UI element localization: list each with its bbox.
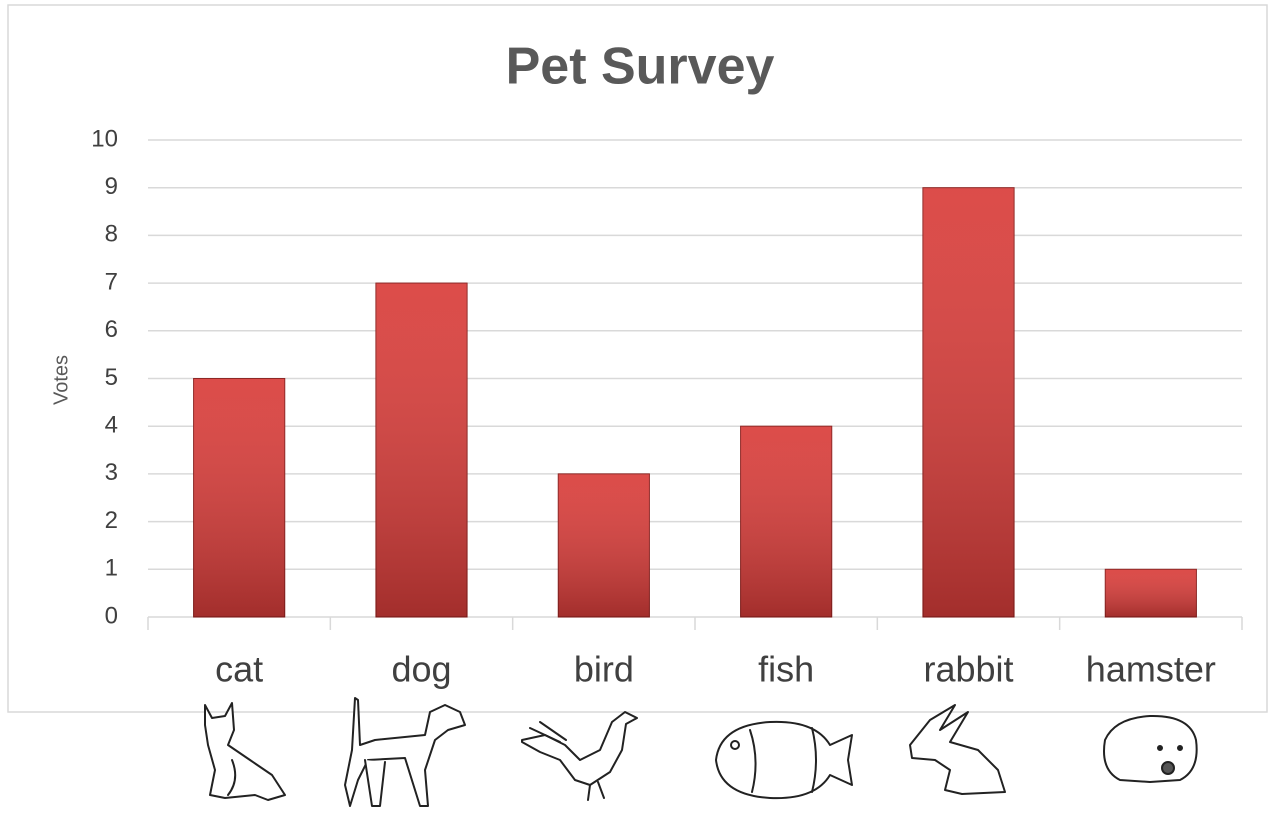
y-tick-label: 10 (91, 125, 118, 152)
rabbit-icon (909, 704, 1006, 795)
hamster-icon (1103, 714, 1198, 783)
grid: 0 1 2 3 4 5 6 7 8 9 10 cat dog bird fish rabbit hamster (91, 125, 1243, 690)
bar (193, 378, 286, 618)
y-tick-label: 8 (105, 221, 118, 248)
chart-title: Pet Survey (506, 38, 775, 96)
y-tick-label: 6 (105, 316, 118, 343)
bar (557, 473, 650, 618)
y-tick-label: 7 (105, 268, 118, 295)
cat-icon (204, 702, 286, 801)
x-tick-label: cat (215, 649, 263, 690)
animal-icons (204, 697, 1198, 807)
y-tick-label: 4 (105, 412, 118, 439)
y-axis-label: Votes (50, 355, 72, 405)
bar (1104, 568, 1197, 618)
y-tick-label: 0 (105, 602, 118, 629)
bar (922, 187, 1015, 618)
bar (375, 282, 468, 618)
fish-icon (715, 720, 853, 800)
x-tick-label: rabbit (923, 649, 1013, 690)
x-tick-label: fish (758, 649, 814, 690)
bird-icon (521, 711, 638, 801)
y-tick-label: 5 (105, 364, 118, 391)
dog-icon (344, 697, 466, 807)
y-tick-label: 3 (105, 459, 118, 486)
x-tick-label: bird (574, 649, 634, 690)
y-tick-label: 2 (105, 507, 118, 534)
y-tick-label: 9 (105, 173, 118, 200)
y-tick-label: 1 (105, 555, 118, 582)
x-tick-label: dog (391, 649, 451, 690)
bar (740, 425, 833, 618)
x-tick-label: hamster (1086, 649, 1216, 690)
